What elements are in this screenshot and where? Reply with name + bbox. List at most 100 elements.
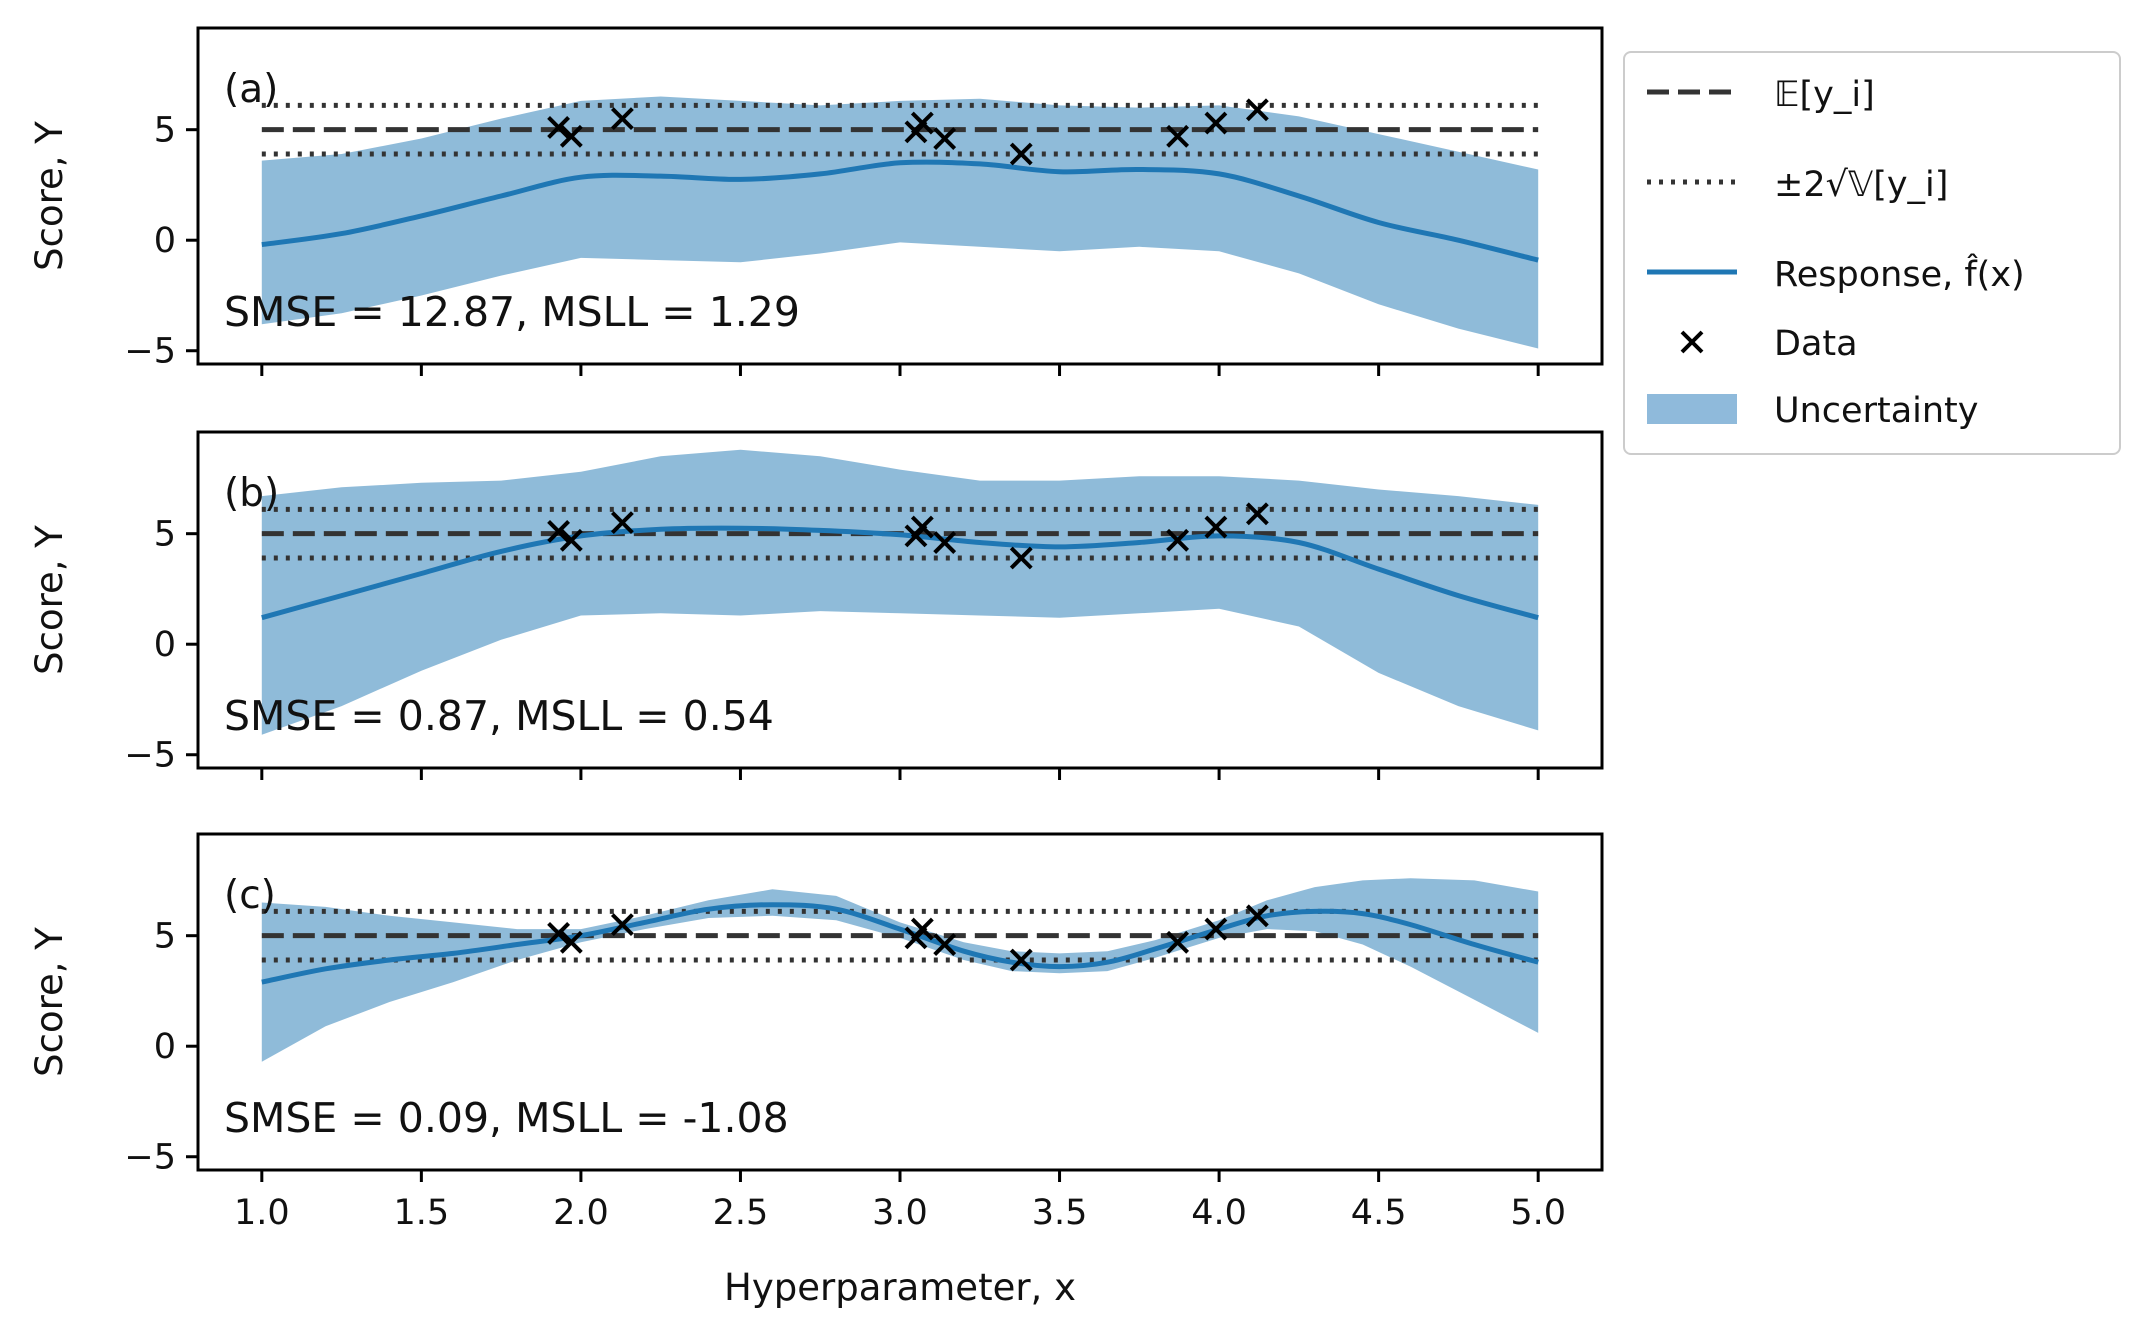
panel-label: (c): [224, 873, 276, 918]
data-point-stroke: [547, 922, 570, 945]
legend-expected-label: 𝔼[y_i]: [1774, 75, 1875, 115]
data-point: [610, 913, 634, 937]
data-point-stroke: [1009, 546, 1033, 570]
panel-label: (b): [224, 471, 279, 516]
data-point: [1166, 528, 1190, 552]
legend-uncertainty-swatch: [1647, 394, 1737, 424]
data-point: [1245, 904, 1269, 928]
data-point: [910, 111, 934, 135]
y-tick-label: 0: [154, 1027, 176, 1067]
y-tick-label: 5: [154, 917, 176, 957]
metrics-annotation: SMSE = 0.87, MSLL = 0.54: [224, 692, 774, 740]
data-point: [1245, 98, 1269, 122]
y-tick-label: 5: [154, 111, 176, 151]
data-point-stroke: [1009, 948, 1033, 972]
data-point: [547, 520, 570, 543]
data-point-stroke: [1245, 904, 1269, 928]
data-point: [1009, 948, 1033, 972]
data-point-stroke: [1204, 515, 1228, 539]
x-tick-label: 3.5: [1032, 1193, 1088, 1233]
data-point-stroke: [933, 531, 957, 554]
data-point-stroke: [610, 107, 634, 131]
data-point: [610, 107, 634, 131]
y-tick-label: −5: [124, 332, 176, 372]
data-point: [559, 124, 583, 148]
y-tick-label: −5: [124, 1138, 176, 1178]
legend-frame: [1623, 51, 2121, 455]
legend-data-label: Data: [1774, 324, 1858, 364]
legend-bounds-label: ±2√𝕍[y_i]: [1774, 165, 1948, 205]
x-tick-label: 2.5: [713, 1193, 769, 1233]
y-tick-label: −5: [124, 736, 176, 776]
data-point: [547, 922, 570, 945]
panel-b: −5 0 5 (b) SMSE = 0.87, MSLL = 0.54: [124, 430, 1604, 780]
data-point-stroke: [547, 116, 570, 139]
data-point: [933, 933, 957, 956]
x-tick-label: 4.0: [1191, 1193, 1247, 1233]
panel-label: (a): [224, 67, 278, 112]
data-point-stroke: [1166, 930, 1190, 954]
legend-uncertainty-label: Uncertainty: [1774, 391, 1978, 431]
x-tick-label: 1.5: [394, 1193, 450, 1233]
data-point-stroke: [559, 528, 583, 552]
data-point: [559, 930, 583, 954]
data-point-stroke: [1204, 111, 1228, 135]
x-tick-label: 1.0: [234, 1193, 290, 1233]
x-tick-label: 4.5: [1351, 1193, 1407, 1233]
uncertainty-band: [261, 96, 1539, 349]
data-point-stroke: [933, 127, 957, 150]
x-tick-labels: 1.0 1.5 2.0 2.5 3.0 3.5 4.0 4.5 5.0: [234, 1193, 1566, 1233]
data-point: [933, 531, 957, 554]
data-point: [910, 515, 934, 539]
metrics-annotation: SMSE = 12.87, MSLL = 1.29: [224, 288, 800, 336]
data-point: [1166, 930, 1190, 954]
response-curve: [261, 159, 1539, 263]
x-tick-label: 3.0: [872, 1193, 928, 1233]
data-point: [1204, 917, 1228, 941]
data-point-stroke: [559, 124, 583, 148]
y-axis-labels: Score, Y Score, Y Score, Y: [28, 121, 71, 1077]
data-point-stroke: [910, 917, 934, 941]
data-point-stroke: [610, 913, 634, 937]
data-point-stroke: [910, 515, 934, 539]
data-point: [1009, 546, 1033, 570]
data-point-stroke: [1166, 528, 1190, 552]
data-point-stroke: [1009, 142, 1033, 166]
uncertainty-band: [261, 878, 1539, 1062]
data-point: [610, 511, 634, 535]
data-point: [1204, 515, 1228, 539]
data-point: [1204, 111, 1228, 135]
data-point: [1166, 124, 1190, 148]
data-point-stroke: [933, 933, 957, 956]
legend-response-label: Response, f̂(x): [1774, 253, 2025, 295]
x-tick-label: 5.0: [1510, 1193, 1566, 1233]
uncertainty-band: [261, 449, 1539, 735]
legend-data-marker: [1680, 330, 1704, 354]
x-tick-label: 2.0: [553, 1193, 609, 1233]
metrics-annotation: SMSE = 0.09, MSLL = -1.08: [224, 1094, 789, 1142]
response-curve: [261, 525, 1539, 621]
data-point-stroke: [910, 111, 934, 135]
x-axis-label: Hyperparameter, x: [724, 1266, 1076, 1309]
data-point-stroke: [1245, 502, 1269, 526]
panel-a: −5 0 5 (a) SMSE = 12.87, MSLL = 1.29: [124, 26, 1604, 376]
data-point-stroke: [610, 511, 634, 535]
data-point-stroke: [1166, 124, 1190, 148]
panel-c: −5 0 5 (c) SMSE = 0.09, MSLL = -1.08: [124, 832, 1604, 1182]
y-tick-label: 5: [154, 515, 176, 555]
data-point-stroke: [559, 930, 583, 954]
y-tick-label: 0: [154, 625, 176, 665]
y-tick-label: 0: [154, 221, 176, 261]
y-axis-label: Score, Y: [28, 525, 71, 675]
data-point-stroke: [547, 520, 570, 543]
data-point: [933, 127, 957, 150]
data-point-stroke: [1245, 98, 1269, 122]
data-point: [1245, 502, 1269, 526]
legend: 𝔼[y_i] ±2√𝕍[y_i] Response, f̂(x) Data Un…: [1623, 51, 2121, 455]
data-point: [547, 116, 570, 139]
y-axis-label: Score, Y: [28, 927, 71, 1077]
data-point: [910, 917, 934, 941]
data-point: [559, 528, 583, 552]
data-point: [1009, 142, 1033, 166]
